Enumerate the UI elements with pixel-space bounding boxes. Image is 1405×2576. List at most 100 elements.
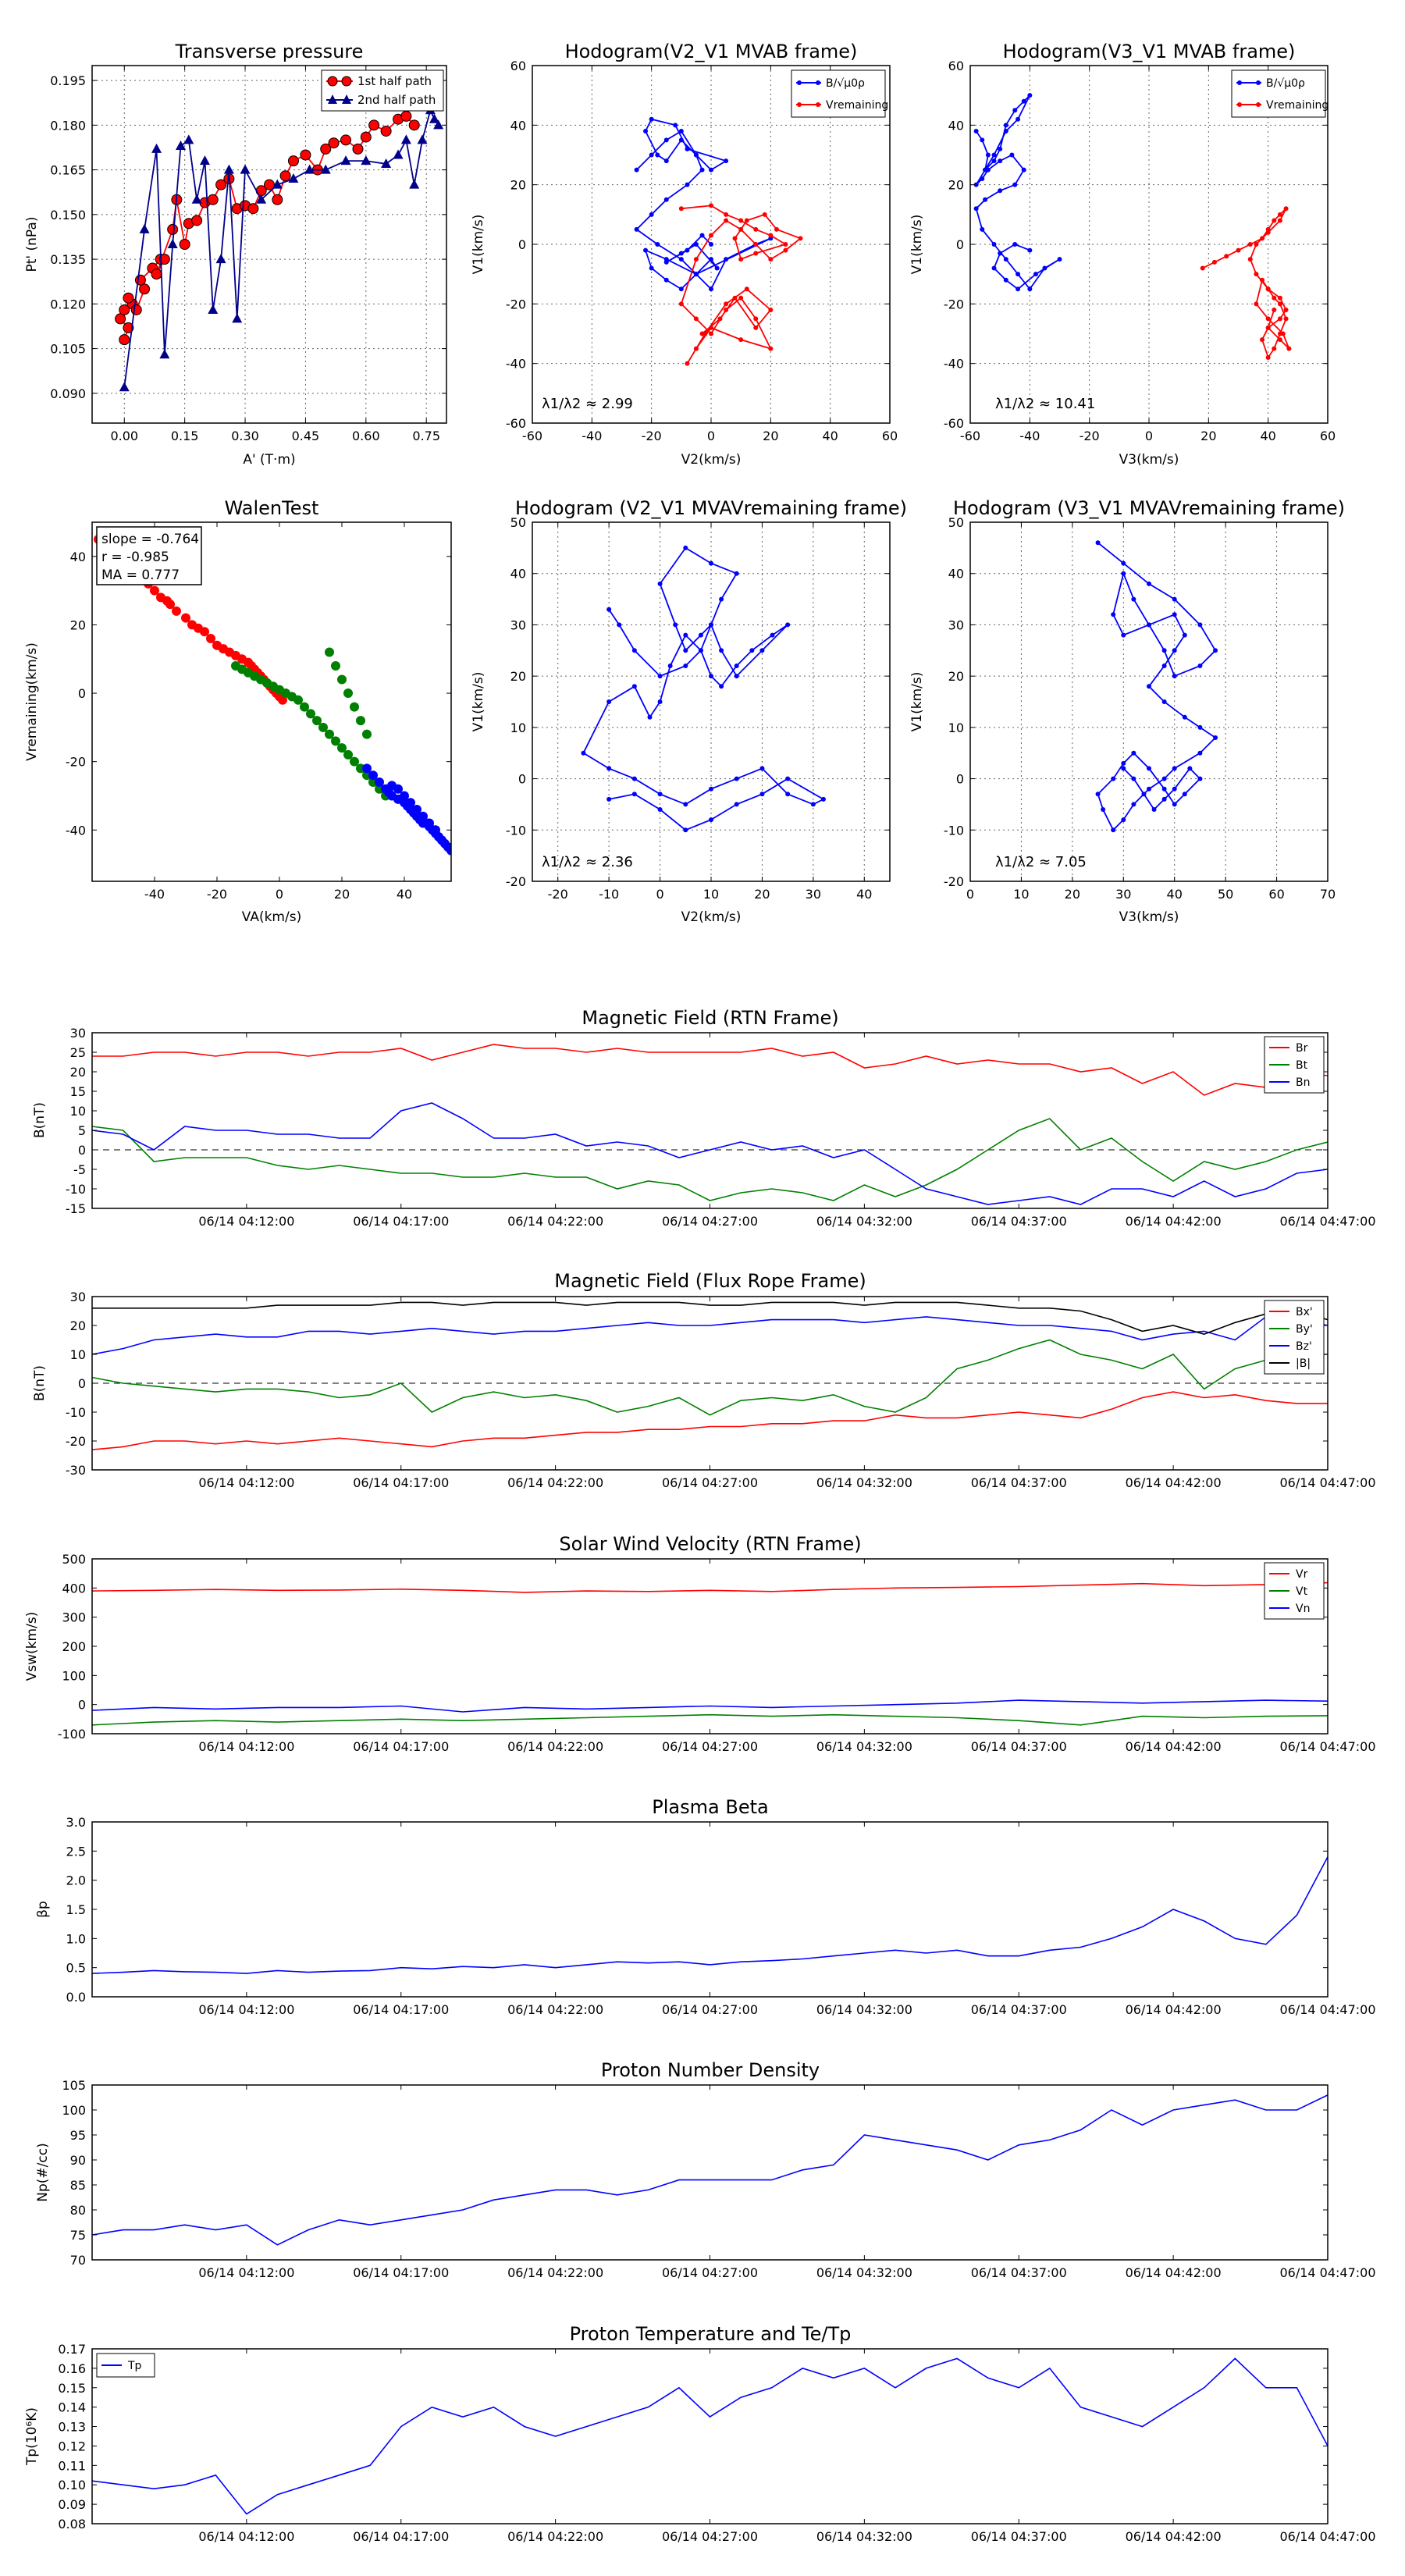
y-tick-label: -20 <box>944 874 964 889</box>
legend-marker-1b <box>816 80 820 85</box>
data-point <box>798 236 803 241</box>
series-line-Vr <box>92 1582 1328 1593</box>
y-tick-label: 90 <box>70 2153 86 2168</box>
data-point <box>724 158 729 164</box>
data-point <box>337 674 347 685</box>
x-tick-label: 20 <box>754 887 770 902</box>
y-tick-label: 0.17 <box>58 2342 86 2357</box>
data-point <box>678 251 684 256</box>
legend-label-vt: Vt <box>1296 1585 1308 1598</box>
data-point <box>1021 167 1026 173</box>
data-point <box>1151 807 1157 812</box>
data-point <box>256 194 267 204</box>
data-point <box>634 167 639 173</box>
y-tick-label: 0.0 <box>66 1990 86 2005</box>
data-point <box>1286 346 1292 351</box>
data-point <box>709 817 713 823</box>
data-point <box>1033 272 1038 277</box>
data-point <box>685 247 690 253</box>
x-tick-label: 06/14 04:27:00 <box>662 2529 758 2544</box>
y-axis-label: Pt' (nPa) <box>24 217 40 272</box>
data-point <box>1003 257 1008 262</box>
y-tick-label: 40 <box>70 550 86 564</box>
x-tick-label: 30 <box>806 887 821 902</box>
data-point <box>698 648 703 653</box>
plot-area: 06/14 04:12:00 06/14 04:17:00 06/14 04:22:… <box>66 1026 1376 1229</box>
data-point <box>1012 108 1018 113</box>
data-point <box>759 648 765 653</box>
legend-label-2: Vremaining <box>826 99 888 112</box>
data-point <box>631 792 637 797</box>
series-line-βp <box>92 1856 1328 1974</box>
x-tick-label: 40 <box>1167 887 1183 902</box>
data-point <box>362 729 372 739</box>
data-point <box>1182 792 1187 797</box>
data-point <box>678 257 684 262</box>
series-group <box>92 2357 1328 2515</box>
data-point <box>288 173 299 183</box>
series-line-B/√μ0ρ <box>975 94 1060 290</box>
panel-proton-number-density: 06/14 04:12:00 06/14 04:17:00 06/14 04:22:… <box>35 2059 1376 2280</box>
data-point <box>306 709 315 719</box>
plot-area: -60 -40 -20 0 20 40 60 -60 -40 -20 0 20 40 60 <box>944 59 1336 443</box>
data-point <box>998 188 1003 194</box>
data-point <box>1161 776 1167 781</box>
data-point <box>158 254 170 265</box>
data-point <box>1182 714 1187 720</box>
x-tick-label: 0.45 <box>292 429 320 443</box>
y-tick-label: 0.13 <box>58 2420 86 2435</box>
x-tick-label: 06/14 04:47:00 <box>1279 2002 1375 2017</box>
data-point <box>115 313 126 325</box>
x-tick-label: 06/14 04:37:00 <box>971 1475 1067 1490</box>
data-point <box>634 226 639 232</box>
x-tick-label: 06/14 04:47:00 <box>1279 1739 1375 1754</box>
x-tick-label: 06/14 04:17:00 <box>353 1214 449 1229</box>
data-point <box>657 581 663 586</box>
x-tick-label: -40 <box>1019 429 1040 443</box>
series-line-Vt <box>92 1713 1328 1726</box>
series-line-Vn <box>92 1699 1328 1713</box>
y-tick-label: 0 <box>78 686 86 701</box>
y-tick-label: 40 <box>510 567 526 582</box>
y-tick-label: 0 <box>518 772 526 787</box>
data-point <box>1095 792 1101 797</box>
series-group <box>581 545 826 833</box>
y-tick-label: 10 <box>70 1347 86 1362</box>
data-point <box>649 212 654 217</box>
data-point <box>352 143 364 155</box>
data-point <box>606 607 612 612</box>
x-tick-label: 20 <box>334 887 350 902</box>
data-point <box>1247 257 1253 262</box>
data-point <box>139 223 150 233</box>
data-point <box>318 722 328 732</box>
data-point <box>774 226 779 232</box>
data-point <box>685 146 690 151</box>
panel-walen-test: -40 -20 0 20 40 -40 -20 0 20 40 WalenTest VA(km/s… <box>24 497 452 925</box>
x-tick-label: 06/14 04:42:00 <box>1126 2002 1222 2017</box>
legend: 1st half path 2nd half path <box>321 69 444 112</box>
data-point <box>1283 206 1289 212</box>
y-tick-label: -15 <box>66 1201 86 1216</box>
x-tick-label: 20 <box>1065 887 1080 902</box>
x-tick-label: 06/14 04:22:00 <box>507 2002 603 2017</box>
data-point <box>980 137 985 143</box>
data-point <box>165 600 175 610</box>
legend-label-vr: Vr <box>1296 1568 1308 1581</box>
data-point <box>429 113 440 123</box>
panel-hodogram-v2-v1-remaining: -20 -10 0 10 20 30 40 -20 -10 0 10 20 30 40 50 Hodogra… <box>471 497 907 925</box>
legend: Bx' By' Bz' |B| <box>1264 1300 1325 1375</box>
data-point <box>973 128 979 133</box>
y-tick-label: -60 <box>506 416 526 431</box>
data-point <box>678 301 684 307</box>
y-tick-label: -20 <box>66 1434 86 1449</box>
chart-title: Hodogram(V2_V1 MVAB frame) <box>565 41 858 62</box>
x-tick-label: 06/14 04:17:00 <box>353 1739 449 1754</box>
panel-proton-temperature: 06/14 04:12:00 06/14 04:17:00 06/14 04:22:… <box>24 2323 1376 2544</box>
data-point <box>1172 802 1177 807</box>
data-point <box>1172 596 1177 602</box>
data-point <box>709 786 713 792</box>
data-point <box>232 313 243 323</box>
x-tick-label: 06/14 04:42:00 <box>1126 2265 1222 2280</box>
y-tick-label: 0.090 <box>50 386 86 401</box>
y-tick-label: 0.11 <box>58 2458 86 2473</box>
